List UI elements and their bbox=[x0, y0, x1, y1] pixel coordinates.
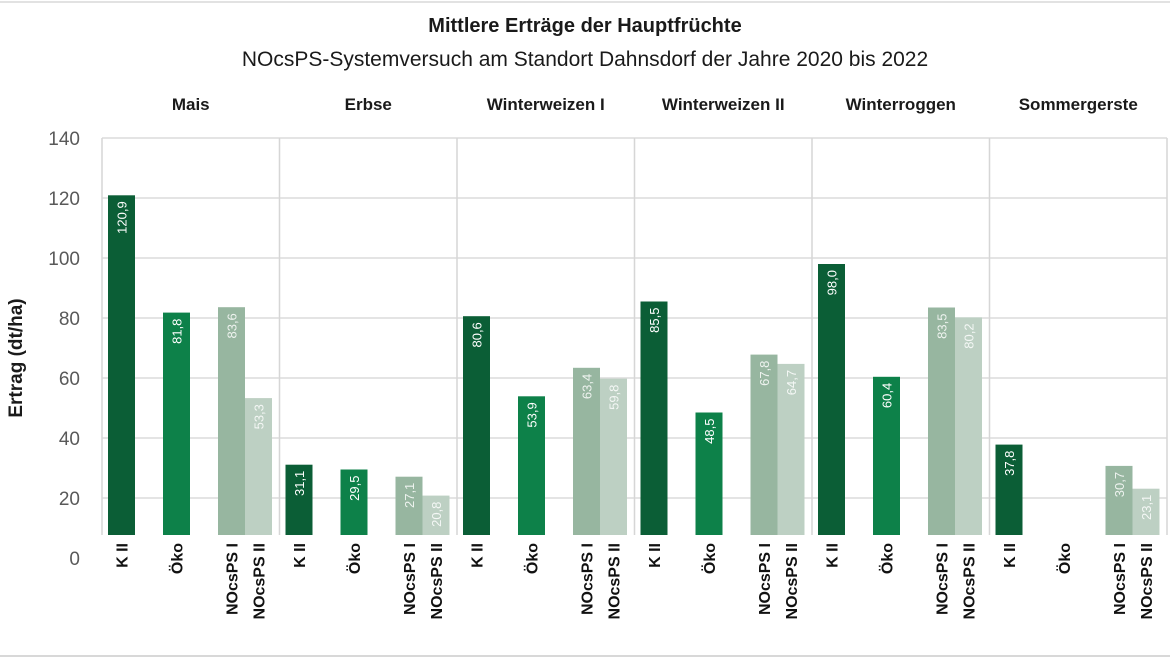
y-tick-label: 60 bbox=[59, 369, 80, 390]
bar bbox=[1132, 488, 1160, 535]
data-label: 53,9 bbox=[525, 402, 540, 427]
x-category-label: K II bbox=[647, 543, 664, 568]
bar bbox=[640, 301, 668, 535]
x-category-label: K II bbox=[115, 543, 132, 568]
y-tick-label: 20 bbox=[59, 489, 80, 510]
x-category-label: Öko bbox=[1055, 543, 1074, 574]
data-label: 20,8 bbox=[429, 502, 444, 527]
bar bbox=[395, 476, 423, 535]
x-category-label: K II bbox=[292, 543, 309, 568]
bar bbox=[995, 444, 1023, 535]
x-category-label: NOcsPS II bbox=[607, 543, 624, 619]
bar bbox=[218, 307, 245, 535]
group-label: Winterroggen bbox=[846, 95, 956, 114]
bar bbox=[285, 464, 313, 535]
y-tick-label: 140 bbox=[48, 129, 80, 150]
y-tick-label: 0 bbox=[69, 549, 80, 570]
x-category-label: NOcsPS I bbox=[1112, 543, 1129, 615]
group-label: Sommergerste bbox=[1019, 95, 1138, 114]
bar bbox=[928, 307, 955, 535]
x-category-label: NOcsPS II bbox=[962, 543, 979, 619]
x-category-label: Öko bbox=[700, 543, 719, 574]
x-category-label: NOcsPS I bbox=[935, 543, 952, 615]
bar bbox=[245, 398, 272, 535]
group-label: Mais bbox=[172, 95, 210, 114]
y-tick-label: 40 bbox=[59, 429, 80, 450]
y-tick-label: 100 bbox=[48, 249, 80, 270]
data-label: 85,5 bbox=[647, 308, 662, 333]
bar bbox=[955, 317, 982, 535]
x-category-label: NOcsPS I bbox=[580, 543, 597, 615]
data-label: 27,1 bbox=[402, 483, 417, 508]
data-label: 80,6 bbox=[470, 322, 485, 347]
data-label: 29,5 bbox=[347, 476, 362, 501]
bar bbox=[695, 412, 723, 535]
data-label: 60,4 bbox=[880, 383, 895, 408]
data-label: 63,4 bbox=[580, 374, 595, 399]
group-label: Erbse bbox=[345, 95, 392, 114]
data-label: 81,8 bbox=[170, 319, 185, 344]
y-axis-label: Ertrag (dt/ha) bbox=[6, 298, 27, 417]
data-label: 83,6 bbox=[225, 313, 240, 338]
bar bbox=[340, 469, 368, 535]
bar bbox=[873, 376, 900, 535]
x-category-label: K II bbox=[1002, 543, 1019, 568]
data-label: 31,1 bbox=[292, 471, 307, 496]
data-label: 59,8 bbox=[607, 385, 622, 410]
bar bbox=[818, 264, 845, 535]
bar bbox=[518, 396, 545, 535]
data-label: 23,1 bbox=[1139, 495, 1154, 520]
x-category-label: Öko bbox=[345, 543, 364, 574]
bar bbox=[422, 495, 450, 535]
data-label: 48,5 bbox=[702, 419, 717, 444]
y-tick-label: 120 bbox=[48, 189, 80, 210]
data-label: 30,7 bbox=[1112, 472, 1127, 497]
chart-subtitle: NOcsPS-Systemversuch am Standort Dahnsdo… bbox=[242, 48, 928, 71]
x-category-label: K II bbox=[470, 543, 487, 568]
bar bbox=[573, 367, 600, 535]
bar bbox=[108, 195, 135, 536]
data-label: 80,2 bbox=[962, 323, 977, 348]
data-label: 98,0 bbox=[825, 270, 840, 295]
x-category-label: NOcsPS I bbox=[225, 543, 242, 615]
group-label: Winterweizen I bbox=[487, 95, 605, 114]
x-category-label: NOcsPS II bbox=[784, 543, 801, 619]
data-label: 83,5 bbox=[935, 314, 950, 339]
x-category-label: Öko bbox=[878, 543, 897, 574]
data-label: 53,3 bbox=[252, 404, 267, 429]
bar bbox=[777, 363, 805, 535]
x-category-label: K II bbox=[825, 543, 842, 568]
group-label: Winterweizen II bbox=[662, 95, 785, 114]
x-category-label: Öko bbox=[168, 543, 187, 574]
data-label: 37,8 bbox=[1002, 451, 1017, 476]
data-label: 120,9 bbox=[115, 201, 130, 234]
bar bbox=[600, 378, 627, 535]
x-category-label: NOcsPS I bbox=[402, 543, 419, 615]
x-category-label: NOcsPS I bbox=[757, 543, 774, 615]
data-label: 64,7 bbox=[784, 370, 799, 395]
bar bbox=[463, 316, 490, 535]
bar bbox=[750, 354, 778, 535]
bar bbox=[163, 312, 190, 535]
x-category-label: NOcsPS II bbox=[429, 543, 446, 619]
chart-title: Mittlere Erträge der Hauptfrüchte bbox=[428, 15, 741, 37]
data-label: 67,8 bbox=[757, 361, 772, 386]
y-tick-label: 80 bbox=[59, 309, 80, 330]
bar bbox=[1105, 465, 1133, 535]
x-category-label: NOcsPS II bbox=[1139, 543, 1156, 619]
x-category-label: Öko bbox=[523, 543, 542, 574]
x-category-label: NOcsPS II bbox=[252, 543, 269, 619]
